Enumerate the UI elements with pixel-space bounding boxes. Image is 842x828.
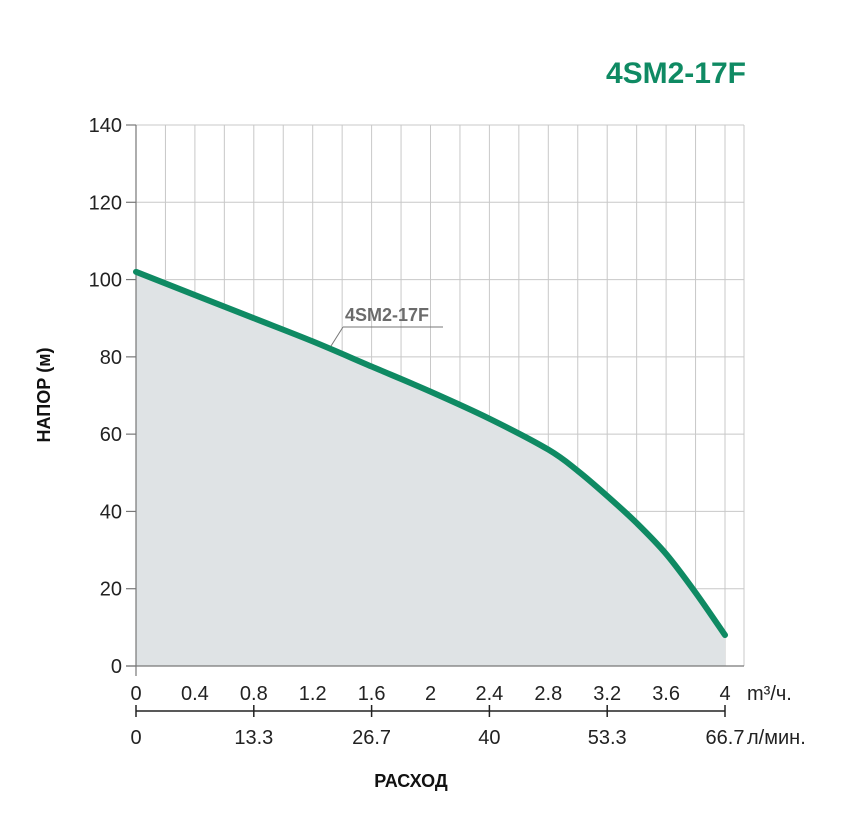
y-tick-label: 120 [89, 192, 122, 214]
x-tick-label-secondary: 26.7 [352, 727, 391, 749]
x-tick-label-secondary: 40 [478, 727, 500, 749]
y-tick-label: 0 [111, 656, 122, 678]
x-tick-label-primary: 3.6 [652, 683, 680, 705]
x-tick-label-secondary: 0 [130, 727, 141, 749]
series-label-leader [330, 326, 344, 347]
x-unit-primary: m³/ч. [747, 683, 792, 705]
x-tick-label-primary: 2.8 [534, 683, 562, 705]
x-tick-label-primary: 0.8 [240, 683, 268, 705]
x-tick-label-primary: 0 [130, 683, 141, 705]
x-tick-labels-secondary: 0 13.3 26.7 40 53.3 66.7 [130, 727, 744, 749]
x-tick-label-secondary: 53.3 [588, 727, 627, 749]
y-tick-labels: 0 20 40 60 80 100 120 140 [89, 115, 122, 678]
series-line-4SM2-17F [133, 268, 728, 639]
x-axis-title: РАСХОД [374, 771, 448, 791]
y-axis-title: НАПОР (м) [34, 347, 54, 442]
x-tick-label-secondary: 13.3 [234, 727, 273, 749]
series-label: 4SM2-17F [330, 305, 443, 347]
y-tick-label: 80 [100, 347, 122, 369]
x-tick-label-primary: 3.2 [593, 683, 621, 705]
x-unit-secondary: л/мин. [747, 727, 806, 749]
y-tick-label: 40 [100, 501, 122, 523]
axes [126, 124, 744, 717]
y-tick-label: 20 [100, 579, 122, 601]
x-tick-label-primary: 2.4 [475, 683, 503, 705]
chart-title: 4SM2-17F [606, 57, 746, 90]
x-tick-label-secondary: 66.7 [706, 727, 745, 749]
x-tick-labels-primary: 0 0.4 0.8 1.2 1.6 2 2.4 2.8 3.2 3.6 4 [130, 683, 730, 705]
x-tick-label-primary: 0.4 [181, 683, 209, 705]
y-tick-label: 100 [89, 270, 122, 292]
x-tick-label-primary: 4 [719, 683, 730, 705]
x-tick-label-primary: 1.6 [358, 683, 386, 705]
area-fill [136, 271, 725, 666]
y-tick-label: 140 [89, 115, 122, 137]
series-label-text: 4SM2-17F [345, 305, 429, 325]
y-tick-label: 60 [100, 424, 122, 446]
x-tick-label-primary: 2 [425, 683, 436, 705]
x-tick-label-primary: 1.2 [299, 683, 327, 705]
